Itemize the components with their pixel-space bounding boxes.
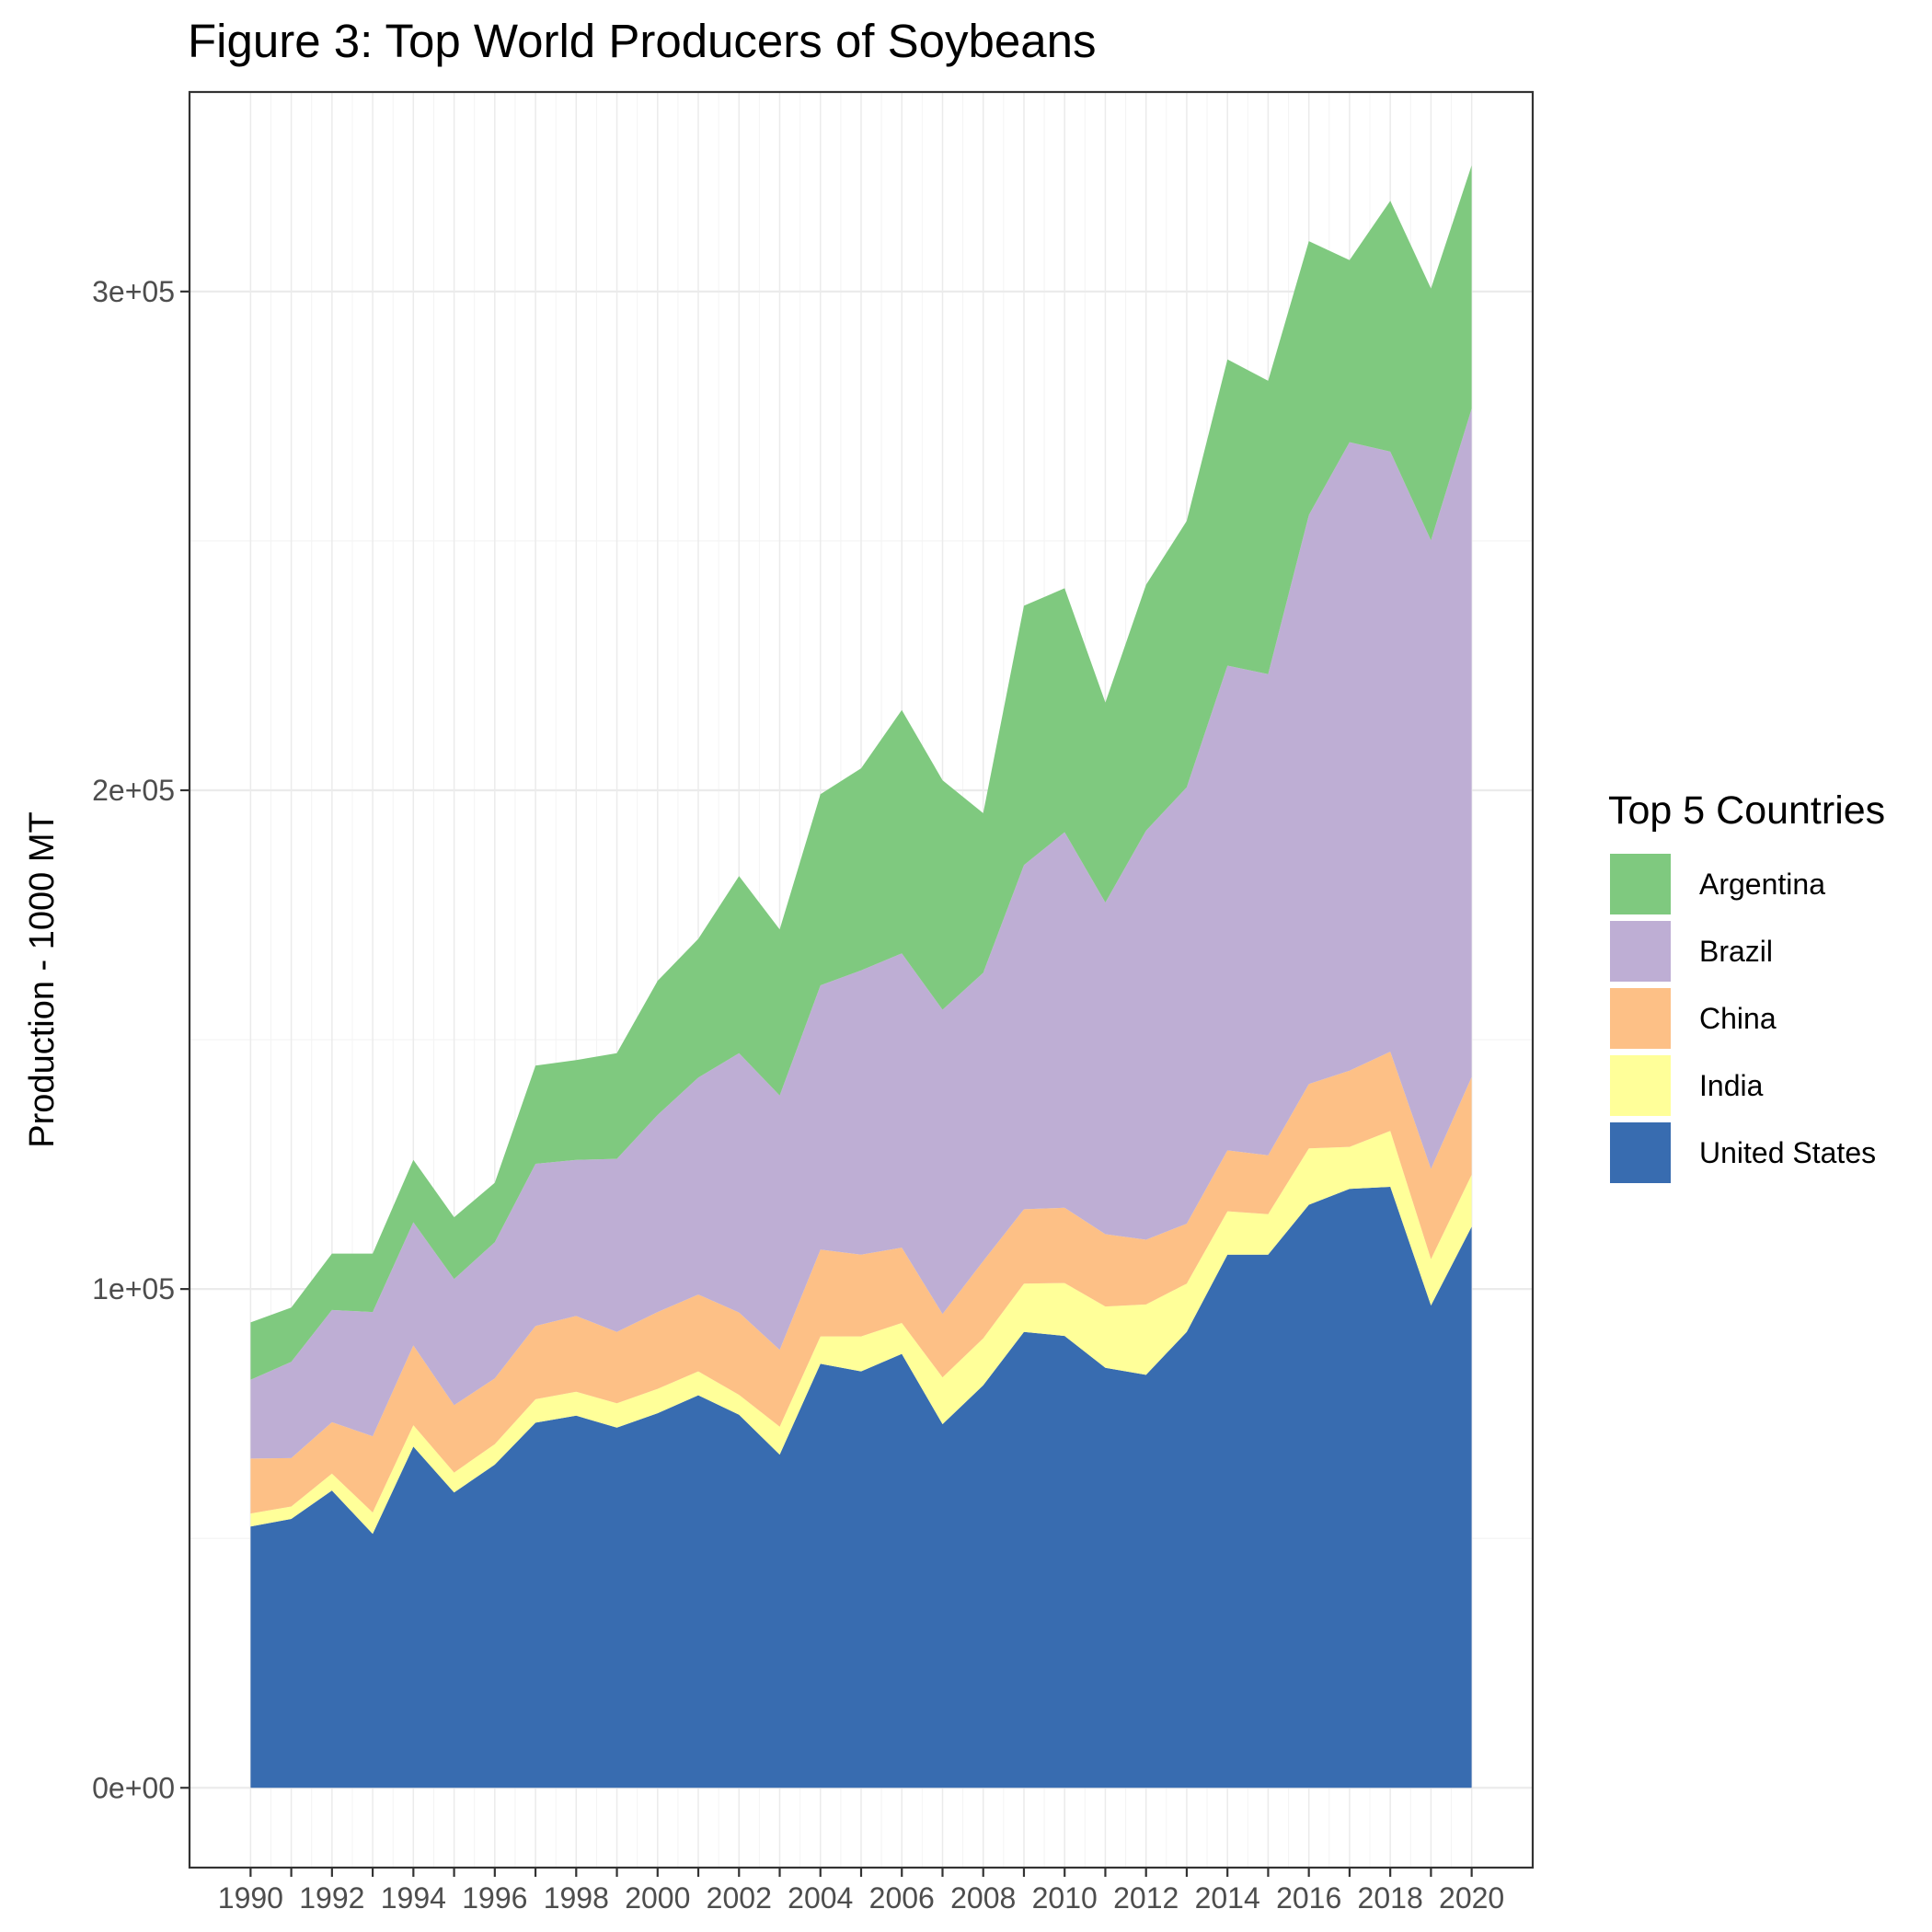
x-tick-label: 2004 (788, 1881, 853, 1915)
area-china (250, 1052, 1472, 1514)
x-tick-label: 1998 (544, 1881, 609, 1915)
y-tick-label: 3e+05 (92, 275, 175, 308)
legend-swatch-india (1610, 1055, 1671, 1116)
chart-title: Figure 3: Top World Producers of Soybean… (188, 15, 1096, 67)
legend-label-china: China (1699, 1002, 1777, 1035)
y-tick-label: 2e+05 (92, 774, 175, 807)
legend-title: Top 5 Countries (1608, 788, 1885, 833)
x-axis: 1990 1992 1994 1996 1998 2000 2002 2004 2006 2008… (218, 1868, 1504, 1915)
x-tick-label: 1990 (218, 1881, 283, 1915)
x-tick-label: 2020 (1439, 1881, 1504, 1915)
area-argentina (250, 165, 1472, 1380)
y-axis-label: Production - 1000 MT (23, 811, 62, 1147)
legend-label-brazil: Brazil (1699, 935, 1773, 968)
legend-swatch-brazil (1610, 921, 1671, 982)
area-brazil (250, 408, 1472, 1459)
x-tick-label: 2016 (1276, 1881, 1341, 1915)
y-tick-label: 1e+05 (92, 1272, 175, 1305)
x-tick-label: 2008 (950, 1881, 1016, 1915)
x-tick-label: 2010 (1032, 1881, 1098, 1915)
x-tick-label: 2018 (1358, 1881, 1423, 1915)
x-tick-label: 1996 (462, 1881, 527, 1915)
legend-swatch-united-states (1610, 1122, 1671, 1183)
x-tick-label: 2012 (1113, 1881, 1179, 1915)
legend-swatch-argentina (1610, 854, 1671, 914)
legend-label-united-states: United States (1699, 1136, 1876, 1169)
x-tick-label: 2014 (1195, 1881, 1260, 1915)
plot-panel (188, 90, 1535, 1869)
x-tick-label: 2002 (707, 1881, 772, 1915)
legend-label-argentina: Argentina (1699, 868, 1825, 901)
stacked-areas (250, 165, 1472, 1788)
y-tick-label: 0e+00 (92, 1771, 175, 1804)
legend-label-india: India (1699, 1069, 1764, 1102)
x-tick-label: 1992 (299, 1881, 364, 1915)
y-axis: 0e+00 1e+05 2e+05 3e+05 (92, 275, 190, 1804)
legend: Top 5 Countries Argentina Brazil China Indi… (1608, 788, 1885, 1183)
x-tick-label: 2006 (869, 1881, 935, 1915)
area-india (250, 1131, 1472, 1535)
area-united-states (250, 1187, 1472, 1788)
x-tick-label: 2000 (625, 1881, 690, 1915)
legend-swatch-china (1610, 988, 1671, 1049)
x-tick-label: 1994 (381, 1881, 446, 1915)
